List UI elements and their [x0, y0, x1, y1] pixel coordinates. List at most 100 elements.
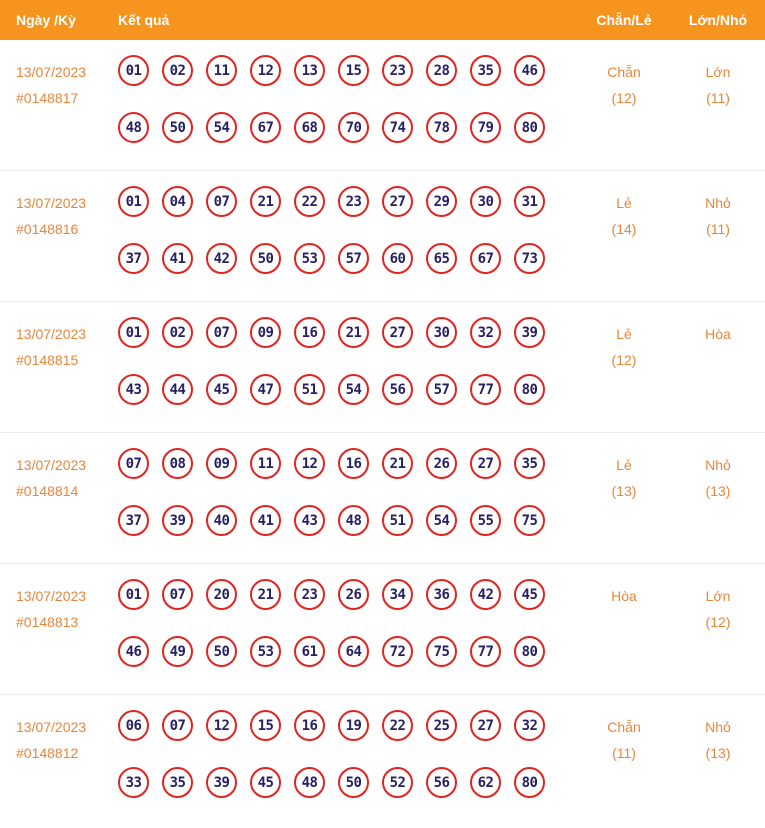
number-ball: 30 [426, 317, 457, 348]
number-ball: 07 [162, 579, 193, 610]
chan-le-value: Hòa [611, 588, 637, 604]
number-ball: 43 [118, 374, 149, 405]
number-ball: 35 [162, 767, 193, 798]
chan-le-value: Lẻ [616, 457, 632, 473]
numbers-cell: 01 04 07 21 22 23 27 29 30 31 37 41 42 50 53 57 60 65 67 73 [118, 186, 565, 274]
number-ball: 57 [426, 374, 457, 405]
chan-le-value: Chẵn [607, 64, 641, 80]
chan-le-count: (13) [611, 483, 637, 499]
number-ball: 35 [470, 55, 501, 86]
number-ball: 26 [338, 579, 369, 610]
number-ball: 48 [118, 112, 149, 143]
table-header: Ngày /Kỳ Kết quả Chẵn/Lẻ Lớn/Nhỏ [0, 0, 765, 40]
numbers-line-2: 48 50 54 67 68 70 74 78 79 80 [118, 112, 565, 143]
number-ball: 51 [294, 374, 325, 405]
number-ball: 28 [426, 55, 457, 86]
chan-le-cell: Chẵn (11) [565, 710, 683, 798]
lon-nho-value: Lớn [705, 64, 731, 80]
number-ball: 20 [206, 579, 237, 610]
number-ball: 80 [514, 112, 545, 143]
number-ball: 01 [118, 317, 149, 348]
header-col-date: Ngày /Kỳ [16, 12, 76, 28]
number-ball: 16 [294, 317, 325, 348]
number-ball: 40 [206, 505, 237, 536]
numbers-line-2: 46 49 50 53 61 64 72 75 77 80 [118, 636, 565, 667]
number-ball: 54 [426, 505, 457, 536]
draw-date: 13/07/2023 [16, 195, 87, 211]
number-ball: 70 [338, 112, 369, 143]
number-ball: 80 [514, 767, 545, 798]
number-ball: 45 [250, 767, 281, 798]
number-ball: 09 [206, 448, 237, 479]
result-row: 13/07/2023 #0148813 01 07 20 21 23 26 34 36 42 45 46… [0, 564, 765, 695]
number-ball: 74 [382, 112, 413, 143]
chan-le-count: (12) [611, 352, 637, 368]
numbers-cell: 01 02 07 09 16 21 27 30 32 39 43 44 45 47 51 54 56 57 77 80 [118, 317, 565, 405]
number-ball: 48 [338, 505, 369, 536]
number-ball: 72 [382, 636, 413, 667]
number-ball: 32 [514, 710, 545, 741]
lon-nho-count: (12) [705, 614, 731, 630]
number-ball: 27 [470, 710, 501, 741]
number-ball: 07 [206, 317, 237, 348]
number-ball: 08 [162, 448, 193, 479]
result-row: 13/07/2023 #0148817 01 02 11 12 13 15 23 28 35 46 48… [0, 40, 765, 171]
header-col-chan-le: Chẵn/Lẻ [596, 12, 652, 28]
number-ball: 46 [118, 636, 149, 667]
number-ball: 19 [338, 710, 369, 741]
number-ball: 49 [162, 636, 193, 667]
numbers-line-2: 33 35 39 45 48 50 52 56 62 80 [118, 767, 565, 798]
lon-nho-cell: Lớn (11) [683, 55, 753, 143]
lon-nho-value: Hòa [705, 326, 731, 342]
number-ball: 36 [426, 579, 457, 610]
date-cell: 13/07/2023 #0148817 [16, 55, 118, 143]
number-ball: 21 [338, 317, 369, 348]
number-ball: 26 [426, 448, 457, 479]
number-ball: 01 [118, 186, 149, 217]
numbers-line-1: 01 02 07 09 16 21 27 30 32 39 [118, 317, 565, 348]
number-ball: 41 [162, 243, 193, 274]
lon-nho-value: Nhỏ [705, 195, 731, 211]
numbers-line-1: 01 04 07 21 22 23 27 29 30 31 [118, 186, 565, 217]
draw-id: #0148817 [16, 90, 79, 106]
number-ball: 75 [514, 505, 545, 536]
numbers-line-2: 37 41 42 50 53 57 60 65 67 73 [118, 243, 565, 274]
number-ball: 45 [514, 579, 545, 610]
numbers-line-1: 01 07 20 21 23 26 34 36 42 45 [118, 579, 565, 610]
number-ball: 23 [338, 186, 369, 217]
numbers-line-2: 37 39 40 41 43 48 51 54 55 75 [118, 505, 565, 536]
chan-le-cell: Hòa [565, 579, 683, 667]
lon-nho-value: Lớn [705, 588, 731, 604]
chan-le-value: Lẻ [616, 326, 632, 342]
chan-le-cell: Lẻ (12) [565, 317, 683, 405]
number-ball: 54 [206, 112, 237, 143]
numbers-line-1: 06 07 12 15 16 19 22 25 27 32 [118, 710, 565, 741]
number-ball: 56 [426, 767, 457, 798]
lon-nho-count: (13) [705, 745, 731, 761]
number-ball: 80 [514, 636, 545, 667]
result-row: 13/07/2023 #0148815 01 02 07 09 16 21 27 30 32 39 43… [0, 302, 765, 433]
number-ball: 07 [206, 186, 237, 217]
chan-le-count: (14) [611, 221, 637, 237]
draw-date: 13/07/2023 [16, 64, 87, 80]
number-ball: 55 [470, 505, 501, 536]
number-ball: 31 [514, 186, 545, 217]
lon-nho-value: Nhỏ [705, 457, 731, 473]
number-ball: 47 [250, 374, 281, 405]
lon-nho-cell: Nhỏ (13) [683, 710, 753, 798]
number-ball: 22 [382, 710, 413, 741]
number-ball: 42 [470, 579, 501, 610]
draw-id: #0148815 [16, 352, 79, 368]
date-cell: 13/07/2023 #0148815 [16, 317, 118, 405]
number-ball: 25 [426, 710, 457, 741]
chan-le-count: (11) [612, 745, 636, 761]
draw-id: #0148812 [16, 745, 79, 761]
chan-le-value: Chẵn [607, 719, 641, 735]
number-ball: 27 [470, 448, 501, 479]
result-row: 13/07/2023 #0148812 06 07 12 15 16 19 22 25 27 32 33… [0, 695, 765, 825]
chan-le-value: Lẻ [616, 195, 632, 211]
number-ball: 21 [382, 448, 413, 479]
draw-id: #0148814 [16, 483, 79, 499]
lon-nho-count: (11) [706, 90, 730, 106]
